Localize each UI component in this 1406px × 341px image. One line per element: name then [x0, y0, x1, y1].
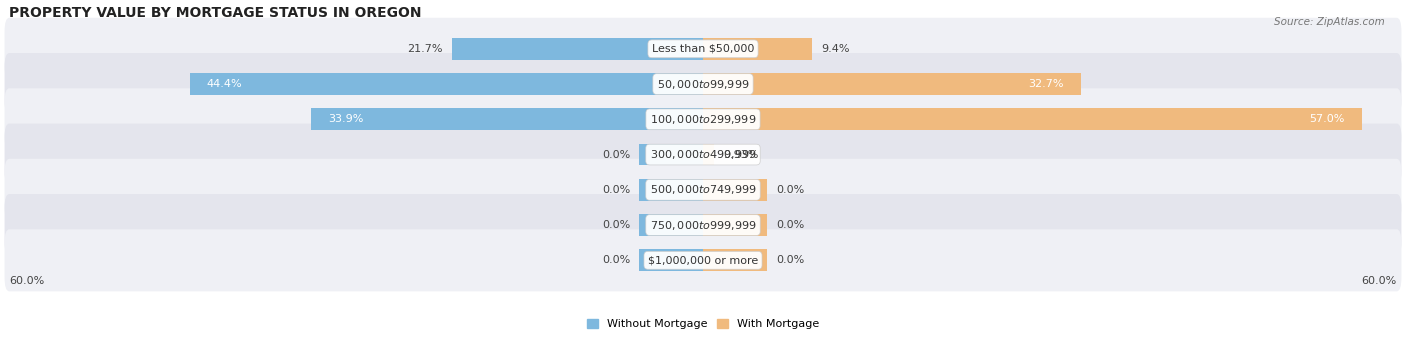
Text: 0.0%: 0.0%	[602, 150, 630, 160]
Text: 0.0%: 0.0%	[776, 220, 804, 230]
Bar	[640, 214, 703, 236]
Text: 0.0%: 0.0%	[776, 255, 804, 265]
Text: $100,000 to $299,999: $100,000 to $299,999	[650, 113, 756, 126]
Bar	[453, 38, 703, 60]
Bar	[311, 108, 703, 130]
FancyBboxPatch shape	[4, 123, 1402, 186]
Text: 60.0%: 60.0%	[10, 277, 45, 286]
Bar	[640, 179, 703, 201]
Text: 0.93%: 0.93%	[723, 150, 758, 160]
Text: 33.9%: 33.9%	[329, 114, 364, 124]
Text: 32.7%: 32.7%	[1028, 79, 1064, 89]
Text: 57.0%: 57.0%	[1309, 114, 1344, 124]
Bar	[703, 144, 714, 165]
Legend: Without Mortgage, With Mortgage: Without Mortgage, With Mortgage	[582, 315, 824, 334]
Bar	[703, 73, 1081, 95]
Text: 44.4%: 44.4%	[207, 79, 243, 89]
FancyBboxPatch shape	[4, 159, 1402, 221]
Text: 0.0%: 0.0%	[602, 255, 630, 265]
Bar	[640, 249, 703, 271]
Text: Less than $50,000: Less than $50,000	[652, 44, 754, 54]
Text: $300,000 to $499,999: $300,000 to $499,999	[650, 148, 756, 161]
Text: 60.0%: 60.0%	[1361, 277, 1396, 286]
Bar	[703, 108, 1362, 130]
FancyBboxPatch shape	[4, 194, 1402, 256]
Text: PROPERTY VALUE BY MORTGAGE STATUS IN OREGON: PROPERTY VALUE BY MORTGAGE STATUS IN ORE…	[10, 5, 422, 19]
Text: Source: ZipAtlas.com: Source: ZipAtlas.com	[1274, 17, 1385, 27]
Bar	[190, 73, 703, 95]
Text: $750,000 to $999,999: $750,000 to $999,999	[650, 219, 756, 232]
Text: 0.0%: 0.0%	[776, 185, 804, 195]
Bar	[703, 38, 811, 60]
Text: 9.4%: 9.4%	[821, 44, 849, 54]
Text: $500,000 to $749,999: $500,000 to $749,999	[650, 183, 756, 196]
FancyBboxPatch shape	[4, 229, 1402, 291]
Bar	[703, 179, 766, 201]
Text: 0.0%: 0.0%	[602, 220, 630, 230]
FancyBboxPatch shape	[4, 18, 1402, 80]
Text: $1,000,000 or more: $1,000,000 or more	[648, 255, 758, 265]
FancyBboxPatch shape	[4, 53, 1402, 115]
Text: $50,000 to $99,999: $50,000 to $99,999	[657, 77, 749, 91]
FancyBboxPatch shape	[4, 88, 1402, 150]
Bar	[703, 214, 766, 236]
Text: 0.0%: 0.0%	[602, 185, 630, 195]
Text: 21.7%: 21.7%	[408, 44, 443, 54]
Bar	[640, 144, 703, 165]
Bar	[703, 249, 766, 271]
